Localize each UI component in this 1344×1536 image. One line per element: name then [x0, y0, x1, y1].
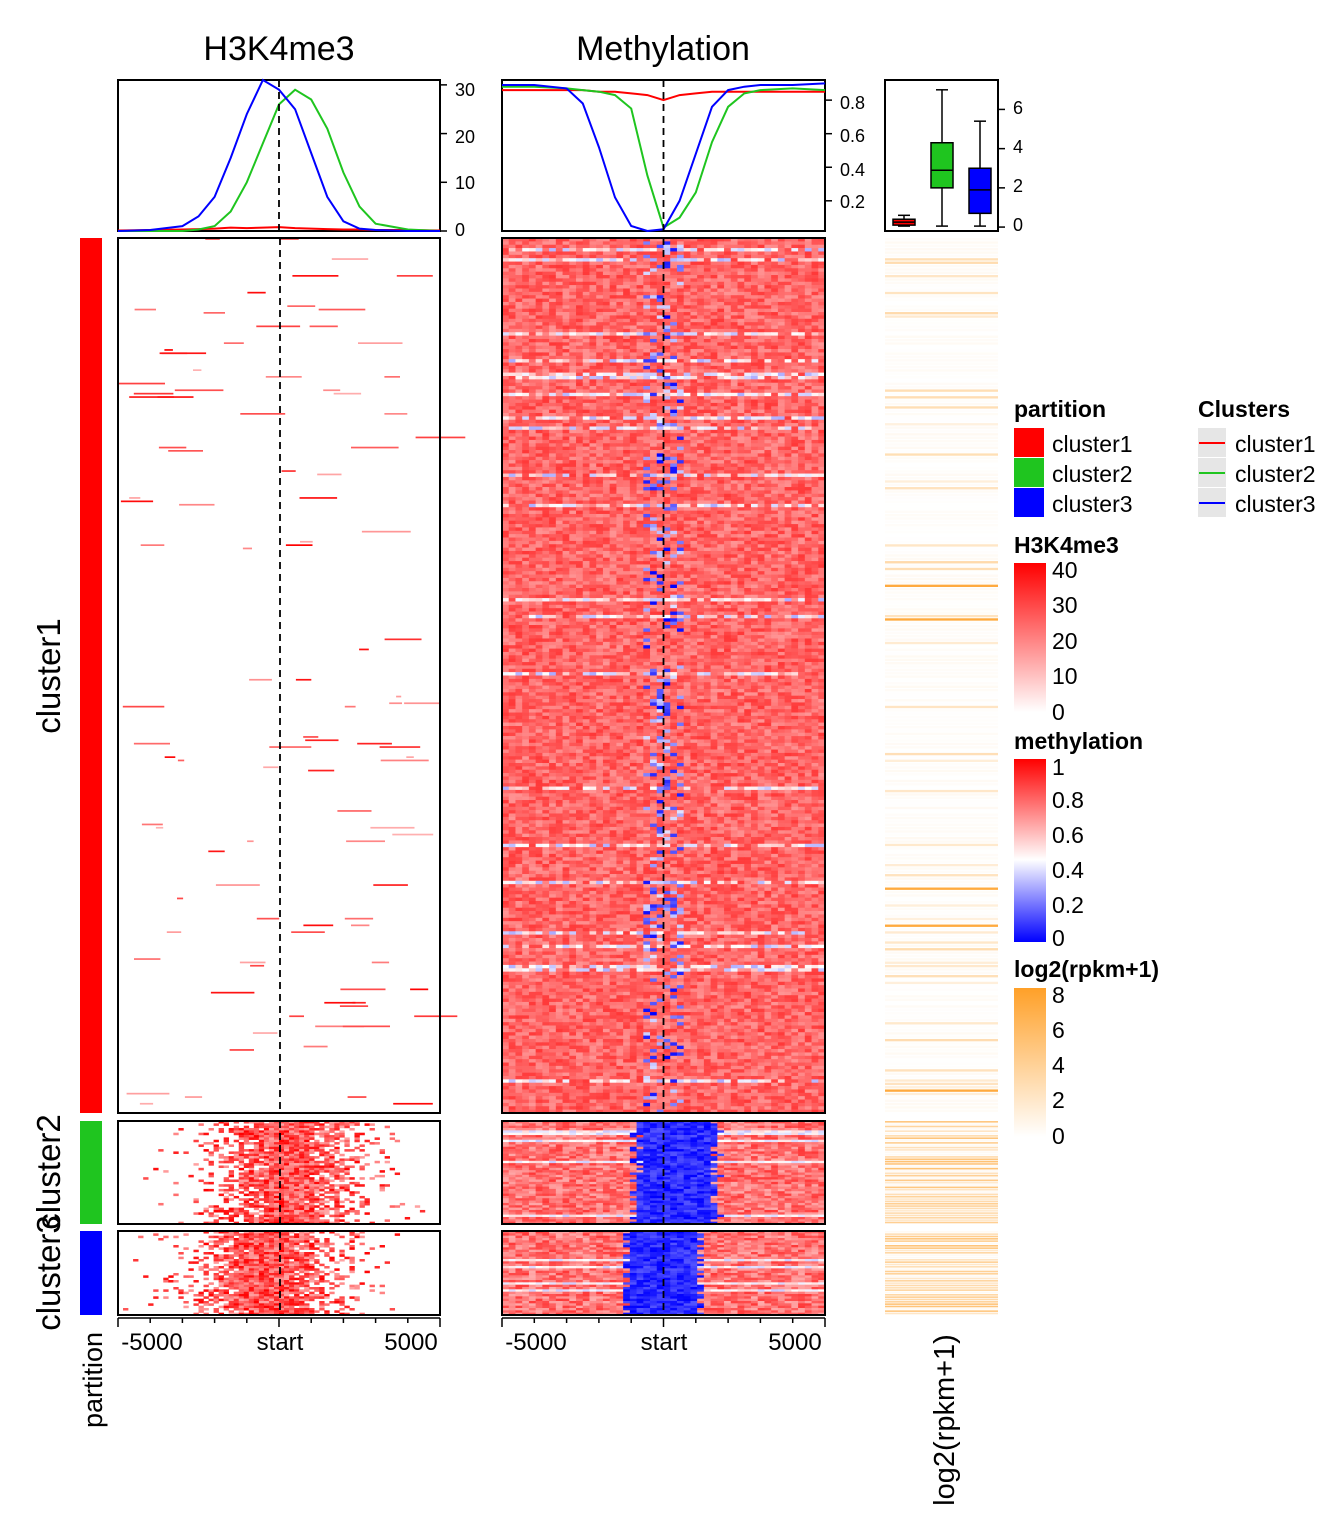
y-tick-label: 4 — [1013, 137, 1023, 157]
methylation-block-cluster1 — [502, 238, 825, 1113]
legend-tick: 0.2 — [1052, 892, 1084, 918]
y-tick-label: 2 — [1013, 176, 1023, 196]
y-tick-label: 0.2 — [840, 192, 865, 212]
methylation-x-axis: -5000 start 5000 — [502, 1318, 825, 1356]
y-tick-label: 10 — [455, 173, 475, 193]
y-tick-label: 20 — [455, 127, 475, 147]
legend-tick: 0.4 — [1052, 857, 1084, 883]
x-tick-label: 5000 — [768, 1329, 821, 1356]
legend-tick: 0 — [1052, 925, 1065, 951]
y-tick-label: 0.8 — [840, 93, 865, 113]
cluster1-row-label: cluster1 — [30, 618, 67, 734]
x-tick-label: start — [257, 1329, 304, 1356]
y-tick-label: 30 — [455, 80, 475, 100]
partition-block-cluster3 — [80, 1231, 102, 1315]
clusters-legend: Clusters cluster1 cluster2 cluster3 — [1198, 396, 1316, 517]
h3k4me3-profile-plot — [118, 80, 447, 231]
color-bar — [1014, 759, 1046, 942]
methylation-block-cluster3 — [502, 1231, 825, 1315]
methylation-title: Methylation — [576, 30, 750, 68]
h3k4me3-profile-y-axis: 30 20 10 0 — [455, 80, 475, 240]
color-bar — [1014, 988, 1046, 1137]
legend-label: cluster3 — [1052, 491, 1133, 517]
legend-tick: 20 — [1052, 628, 1078, 654]
legend-tick: 4 — [1052, 1052, 1065, 1078]
legend-tick: 6 — [1052, 1017, 1065, 1043]
x-tick-label: 5000 — [384, 1329, 437, 1356]
h3k4me3-block-cluster1 — [118, 238, 465, 1113]
y-tick-label: 6 — [1013, 98, 1023, 118]
legend-tick: 30 — [1052, 592, 1078, 618]
expression-axis-label: log2(rpkm+1) — [929, 1334, 961, 1506]
partition-bar — [80, 238, 102, 1315]
h3k4me3-block-cluster2 — [118, 1121, 440, 1224]
color-bar — [1014, 563, 1046, 712]
y-tick-label: 0.6 — [840, 126, 865, 146]
x-tick-label: -5000 — [505, 1329, 566, 1356]
expression-heatmap — [885, 238, 998, 1314]
h3k4me3-title: H3K4me3 — [203, 30, 354, 68]
legend-tick: 0.8 — [1052, 787, 1084, 813]
legend-title: methylation — [1014, 728, 1143, 754]
y-tick-label: 0.4 — [840, 160, 865, 180]
methylation-profile-y-axis: 0.8 0.6 0.4 0.2 — [840, 93, 865, 212]
legend-title: partition — [1014, 396, 1106, 422]
legend-tick: 40 — [1052, 557, 1078, 583]
methylation-heatmap — [502, 238, 825, 1315]
cluster3-row-label: cluster3 — [30, 1215, 67, 1331]
legend-label: cluster1 — [1235, 431, 1316, 457]
legend-swatch — [1014, 458, 1044, 487]
methylation-color-legend: methylation 1 0.8 0.6 0.4 0.2 0 — [1014, 728, 1143, 951]
boxplot-y-axis: 6 4 2 0 — [1013, 98, 1023, 235]
h3k4me3-x-axis: -5000 start 5000 — [118, 1318, 440, 1356]
methylation-profile-plot — [502, 80, 832, 231]
legend-tick: 0 — [1052, 1123, 1065, 1149]
h3k4me3-heatmap — [118, 238, 465, 1315]
expression-boxplot — [885, 80, 1005, 231]
legend-tick: 1 — [1052, 754, 1065, 780]
y-tick-label: 0 — [455, 220, 465, 240]
legend-title: log2(rpkm+1) — [1014, 956, 1159, 982]
legend-label: cluster2 — [1235, 461, 1316, 487]
expression-block-cluster2 — [885, 1121, 998, 1223]
legend-title: H3K4me3 — [1014, 532, 1119, 558]
partition-block-cluster2 — [80, 1121, 102, 1224]
legend-tick: 10 — [1052, 663, 1078, 689]
h3k4me3-block-cluster3 — [118, 1231, 440, 1315]
legend-tick: 0 — [1052, 699, 1065, 725]
expression-block-cluster3 — [885, 1231, 998, 1314]
cluster2-row-label: cluster2 — [30, 1114, 67, 1230]
legend-title: Clusters — [1198, 396, 1290, 422]
expression-color-legend: log2(rpkm+1) 8 6 4 2 0 — [1014, 956, 1159, 1149]
y-tick-label: 0 — [1013, 215, 1023, 235]
legend-tick: 0.6 — [1052, 822, 1084, 848]
legend-tick: 8 — [1052, 982, 1065, 1008]
legend-tick: 2 — [1052, 1087, 1065, 1113]
methylation-block-cluster2 — [502, 1121, 825, 1224]
legend-swatch — [1014, 428, 1044, 457]
legend-label: cluster2 — [1052, 461, 1133, 487]
partition-axis-label: partition — [78, 1332, 108, 1428]
x-tick-label: -5000 — [121, 1329, 182, 1356]
legend-swatch — [1014, 488, 1044, 517]
partition-legend: partition cluster1 cluster2 cluster3 — [1014, 396, 1133, 517]
legend-label: cluster3 — [1235, 491, 1316, 517]
legend-label: cluster1 — [1052, 431, 1133, 457]
expression-block-cluster1 — [885, 238, 998, 1112]
h3k4me3-color-legend: H3K4me3 40 30 20 10 0 — [1014, 532, 1119, 725]
x-tick-label: start — [641, 1329, 688, 1356]
partition-block-cluster1 — [80, 238, 102, 1113]
